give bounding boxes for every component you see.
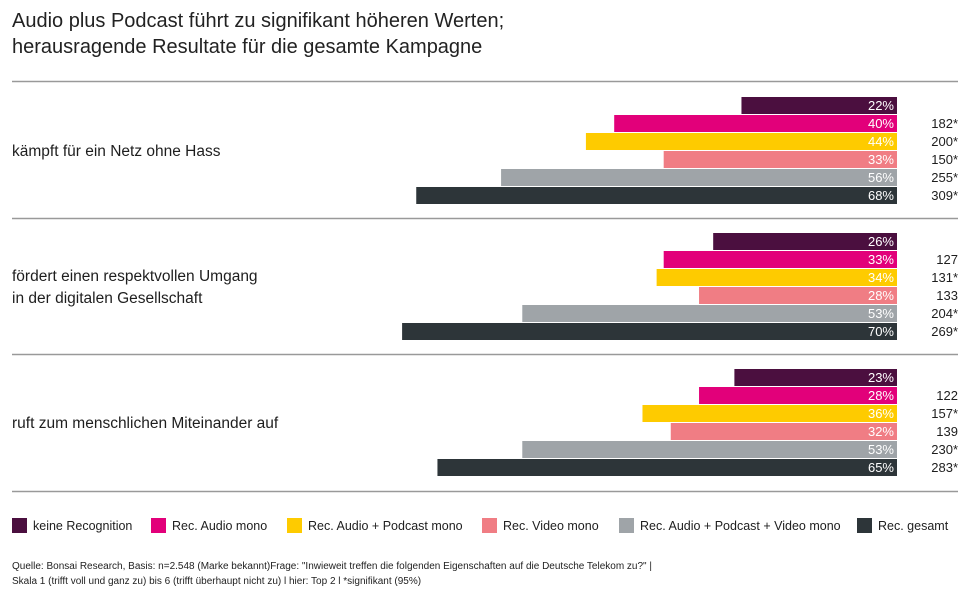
- bar: [614, 115, 897, 132]
- legend-item: Rec. Audio + Podcast mono: [287, 518, 463, 533]
- bar: [416, 187, 897, 204]
- legend-label: Rec. Video mono: [503, 518, 599, 533]
- bar-value-label: 68%: [868, 188, 894, 203]
- bar: [741, 97, 897, 114]
- category-label: fördert einen respektvollen Umgang: [12, 268, 258, 285]
- legend-item: Rec. Audio mono: [151, 518, 267, 533]
- index-label: 122: [936, 388, 958, 403]
- legend-swatch: [857, 518, 872, 533]
- bar-value-label: 56%: [868, 170, 894, 185]
- legend-swatch: [482, 518, 497, 533]
- legend-label: Rec. gesamt: [878, 518, 949, 533]
- bar-value-label: 32%: [868, 424, 894, 439]
- source-note: Quelle: Bonsai Research, Basis: n=2.548 …: [12, 559, 652, 589]
- bar-value-label: 34%: [868, 270, 894, 285]
- legend-item: Rec. Audio + Podcast + Video mono: [619, 518, 841, 533]
- bar-value-label: 28%: [868, 288, 894, 303]
- index-label: 127: [936, 252, 958, 267]
- index-label: 157*: [931, 406, 958, 421]
- bar-value-label: 36%: [868, 406, 894, 421]
- chart-title: Audio plus Podcast führt zu signifikant …: [12, 8, 504, 60]
- bar-chart: kämpft für ein Netz ohne Hass 22% 40% 182* 4…: [12, 80, 958, 493]
- index-label: 150*: [931, 152, 958, 167]
- bar: [699, 387, 897, 404]
- category-label: in der digitalen Gesellschaft: [12, 290, 203, 307]
- bar: [699, 287, 897, 304]
- bar-value-label: 65%: [868, 460, 894, 475]
- index-label: 204*: [931, 306, 958, 321]
- index-label: 309*: [931, 188, 958, 203]
- legend-item: Rec. gesamt: [857, 518, 948, 533]
- bar-value-label: 33%: [868, 152, 894, 167]
- legend-label: Rec. Audio mono: [172, 518, 268, 533]
- bar-value-label: 53%: [868, 442, 894, 457]
- bar: [522, 305, 897, 322]
- index-label: 131*: [931, 270, 958, 285]
- legend-swatch: [619, 518, 634, 533]
- index-label: 133: [936, 288, 958, 303]
- bar-value-label: 70%: [868, 324, 894, 339]
- bar-value-label: 26%: [868, 234, 894, 249]
- index-label: 200*: [931, 134, 958, 149]
- bar: [437, 459, 897, 476]
- legend-label: Rec. Audio + Podcast mono: [308, 518, 463, 533]
- legend-swatch: [151, 518, 166, 533]
- legend-swatch: [12, 518, 27, 533]
- bar-value-label: 23%: [868, 370, 894, 385]
- bar-value-label: 44%: [868, 134, 894, 149]
- index-label: 255*: [931, 170, 958, 185]
- bar: [663, 251, 897, 268]
- bar: [522, 441, 897, 458]
- category-label: kämpft für ein Netz ohne Hass: [12, 143, 221, 160]
- category-label: ruft zum menschlichen Miteinander auf: [12, 415, 279, 432]
- chart-title-line-1: Audio plus Podcast führt zu signifikant …: [12, 10, 505, 32]
- bar: [734, 369, 897, 386]
- legend-item: Rec. Video mono: [482, 518, 599, 533]
- bar-value-label: 40%: [868, 116, 894, 131]
- chart-legend: keine Recognition Rec. Audio mono Rec. Aud…: [12, 518, 962, 538]
- legend-item: keine Recognition: [12, 518, 132, 533]
- bar: [585, 133, 897, 150]
- legend-label: Rec. Audio + Podcast + Video mono: [640, 518, 841, 533]
- legend-swatch: [287, 518, 302, 533]
- source-line-2: Skala 1 (trifft voll und ganz zu) bis 6 …: [12, 576, 422, 587]
- index-label: 269*: [931, 324, 958, 339]
- bar-value-label: 53%: [868, 306, 894, 321]
- bar: [501, 169, 897, 186]
- bar-value-label: 28%: [868, 388, 894, 403]
- index-label: 283*: [931, 460, 958, 475]
- legend-label: keine Recognition: [33, 518, 133, 533]
- index-label: 139: [936, 424, 958, 439]
- bar-value-label: 22%: [868, 98, 894, 113]
- bar: [402, 323, 897, 340]
- bar: [663, 151, 897, 168]
- bar: [642, 405, 897, 422]
- source-line-1: Quelle: Bonsai Research, Basis: n=2.548 …: [12, 561, 652, 572]
- bar-value-label: 33%: [868, 252, 894, 267]
- bar: [656, 269, 897, 286]
- bar: [713, 233, 897, 250]
- index-label: 230*: [931, 442, 958, 457]
- chart-title-line-2: herausragende Resultate für die gesamte …: [12, 36, 483, 58]
- bar: [670, 423, 897, 440]
- index-label: 182*: [931, 116, 958, 131]
